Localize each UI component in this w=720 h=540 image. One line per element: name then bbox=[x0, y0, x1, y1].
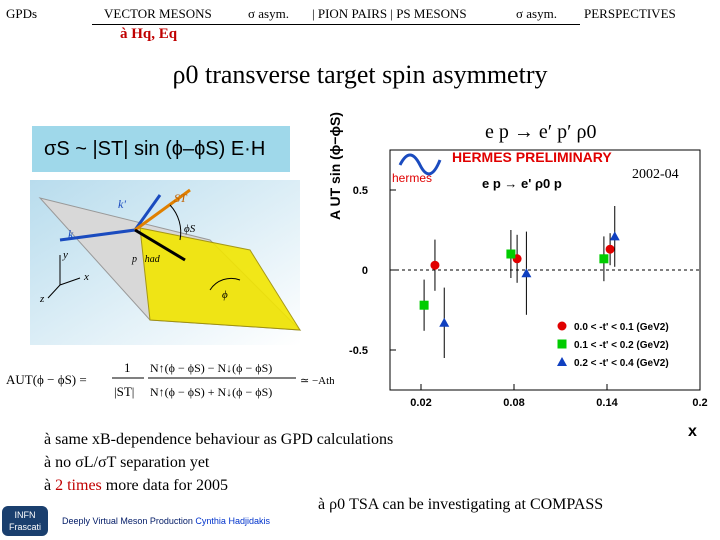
data-point bbox=[506, 249, 516, 259]
data-point bbox=[609, 231, 620, 241]
data-point bbox=[521, 268, 532, 278]
data-point bbox=[439, 317, 450, 327]
chart-xlabel: x bbox=[688, 423, 697, 440]
bullet-list: à same xB-dependence behaviour as GPD ca… bbox=[44, 428, 393, 497]
bottom-note: à ρ0 TSA can be investigating at COMPASS bbox=[318, 496, 604, 513]
equation-rhs: ≃ −Atheory bbox=[300, 375, 334, 387]
hermes-logo-text: hermes bbox=[392, 171, 432, 185]
x-tick-label: 0.2 bbox=[692, 397, 707, 409]
bullet-3: à 2 times more data for 2005 bbox=[44, 477, 228, 494]
equation-one: 1 bbox=[124, 360, 131, 375]
p-had-vector bbox=[134, 228, 186, 262]
chart-title: HERMES PRELIMINARY bbox=[452, 149, 612, 165]
x-tick-label: 0.02 bbox=[410, 397, 431, 409]
k-prime-vector bbox=[133, 194, 162, 231]
label-k: k bbox=[68, 227, 74, 241]
chart-reaction: e p → e' ρ0 p bbox=[482, 176, 562, 191]
nav-vector-mesons[interactable]: VECTOR MESONS bbox=[104, 6, 212, 21]
footer: Deeply Virtual Meson Production Cynthia … bbox=[62, 516, 270, 526]
legend-label: 0.1 < -t' < 0.2 (GeV2) bbox=[574, 340, 669, 351]
label-st: ST bbox=[174, 191, 188, 205]
legend-marker bbox=[557, 339, 567, 349]
chart-legend: 0.0 < -t' < 0.1 (GeV2) 0.1 < -t' < 0.2 (G… bbox=[557, 321, 669, 369]
legend-marker bbox=[557, 357, 567, 366]
label-phi: ϕ bbox=[222, 289, 228, 301]
bullet-1: à same xB-dependence behaviour as GPD ca… bbox=[44, 431, 394, 448]
chart-year: 2002-04 bbox=[632, 167, 679, 182]
nav-sigma-asym-2[interactable]: σ asym. bbox=[516, 6, 557, 21]
data-point bbox=[419, 300, 429, 310]
legend-label: 0.0 < -t' < 0.1 (GeV2) bbox=[574, 322, 669, 333]
nav-gpds[interactable]: GPDs bbox=[6, 6, 38, 21]
chart-reaction-top: e p → e′ p′ ρ0 bbox=[485, 121, 596, 143]
y-tick-label: 0.5 bbox=[353, 185, 368, 197]
phi-arc bbox=[209, 277, 241, 291]
nav-underline bbox=[92, 24, 580, 25]
equation-denominator: N↑(ϕ − ϕS) + N↓(ϕ − ϕS) bbox=[150, 385, 272, 399]
data-point bbox=[605, 244, 615, 254]
bullet-2: à no σL/σT separation yet bbox=[44, 454, 210, 471]
x-tick-label: 0.14 bbox=[596, 397, 618, 409]
nav-pion-pairs[interactable]: | PION PAIRS | PS MESONS bbox=[312, 6, 467, 21]
label-phi-s: ϕS bbox=[184, 223, 196, 235]
equation-st: |ST| bbox=[114, 384, 134, 399]
hermes-logo: hermes bbox=[392, 153, 442, 185]
formula-box: σS ~ |ST| sin (ϕ–ϕS) E·H bbox=[32, 126, 290, 172]
legend-marker bbox=[557, 321, 567, 331]
y-tick-label: 0 bbox=[362, 265, 368, 277]
phi-s-arc bbox=[169, 204, 182, 241]
legend-label: 0.2 < -t' < 0.4 (GeV2) bbox=[574, 358, 669, 369]
x-tick-label: 0.08 bbox=[503, 397, 524, 409]
asymmetry-equation: AUT(ϕ − ϕS) = 1 |ST| N↑(ϕ − ϕS) − N↓(ϕ −… bbox=[6, 360, 334, 399]
data-point bbox=[599, 254, 609, 264]
z-axis-line bbox=[47, 284, 61, 299]
chart-reaction-top-label: e p → e′ p′ ρ0 bbox=[485, 121, 596, 143]
label-x: x bbox=[83, 271, 89, 283]
slide-title: ρ0 transverse target spin asymmetry bbox=[172, 60, 548, 89]
x-axis-line bbox=[59, 277, 81, 286]
label-k-prime: k' bbox=[118, 197, 126, 211]
kinematics-figure: k' ST k p⃗had ϕS ϕ x y z bbox=[30, 180, 302, 345]
nav-sigma-asym[interactable]: σ asym. bbox=[248, 6, 289, 21]
hermes-logo-mark bbox=[398, 153, 442, 176]
equation-lhs: AUT(ϕ − ϕS) = bbox=[6, 372, 87, 387]
hermes-chart: e p → e′ p′ ρ0 hermes HERMES PRELIMINARY… bbox=[327, 112, 708, 440]
subtitle: à Hq, Eq bbox=[120, 26, 178, 42]
plot-area: 0.02 0.08 0.14 0.2 0.5 0 -0.5 bbox=[349, 149, 708, 409]
k-vector bbox=[59, 228, 136, 242]
label-y: y bbox=[62, 249, 68, 261]
label-z: z bbox=[39, 293, 45, 305]
chart-ylabel: A UT sin (ϕ−ϕS) bbox=[327, 112, 343, 220]
hadron-plane bbox=[139, 227, 301, 331]
infn-logo: INFN Frascati bbox=[2, 506, 48, 536]
data-point bbox=[430, 260, 440, 270]
y-tick-label: -0.5 bbox=[349, 345, 368, 357]
equation-numerator: N↑(ϕ − ϕS) − N↓(ϕ − ϕS) bbox=[150, 361, 272, 375]
nav-perspectives[interactable]: PERSPECTIVES bbox=[584, 6, 676, 21]
st-vector bbox=[134, 188, 191, 232]
label-p-had: p⃗had bbox=[131, 254, 161, 265]
